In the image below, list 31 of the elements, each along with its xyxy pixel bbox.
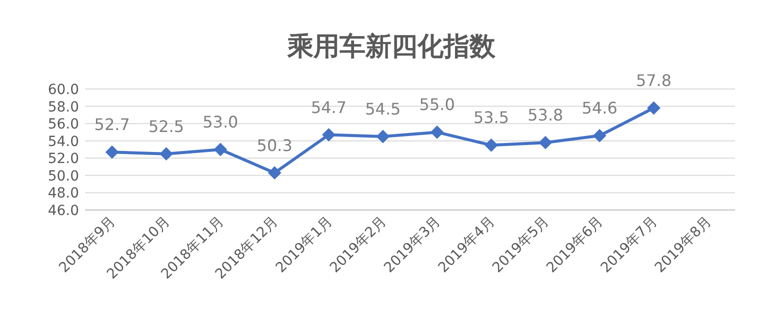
- data-label: 54.6: [582, 98, 618, 118]
- point: [268, 166, 282, 180]
- data-label: 54.7: [310, 98, 347, 117]
- y-tick-label: 56.0: [48, 116, 79, 133]
- y-tick-label: 52.0: [48, 151, 79, 168]
- data-label: 53.0: [202, 112, 238, 132]
- data-label: 50.3: [256, 136, 292, 155]
- point: [106, 146, 119, 159]
- data-label: 52.7: [94, 115, 130, 134]
- point: [647, 102, 660, 115]
- data-label: 55.0: [419, 95, 455, 114]
- point: [160, 147, 173, 160]
- y-tick-label: 46.0: [48, 203, 79, 219]
- chart-title: 乘用车新四化指数: [286, 32, 496, 62]
- point: [593, 129, 606, 142]
- data-label: 53.8: [528, 106, 564, 125]
- point: [430, 126, 444, 139]
- data-label: 53.5: [473, 108, 510, 128]
- point: [484, 138, 498, 152]
- point: [538, 136, 552, 150]
- point: [214, 143, 227, 156]
- y-tick-label: 58.0: [48, 99, 79, 116]
- data-label: 57.8: [636, 71, 672, 90]
- y-tick-label: 54.0: [48, 134, 79, 150]
- point: [322, 128, 336, 142]
- data-label: 52.5: [148, 116, 184, 136]
- point: [376, 130, 390, 144]
- y-tick-label: 48.0: [48, 186, 79, 202]
- data-label: 54.5: [365, 100, 401, 119]
- y-tick-label: 60.0: [48, 82, 79, 98]
- y-tick-label: 50.0: [48, 168, 79, 184]
